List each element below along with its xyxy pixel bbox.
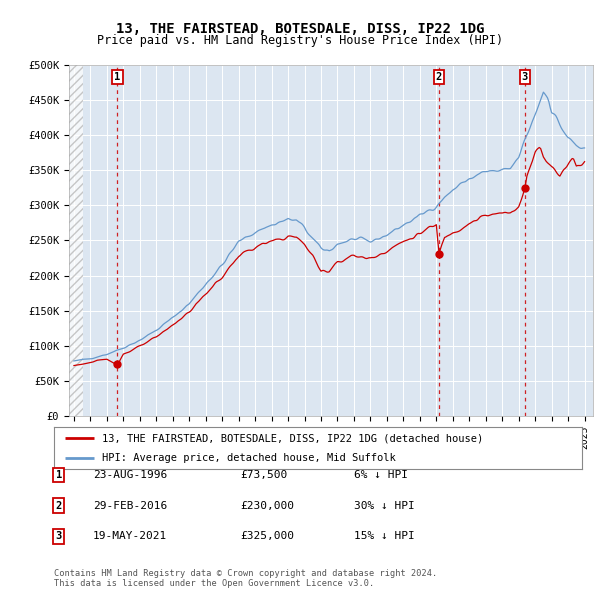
Text: £230,000: £230,000 xyxy=(240,501,294,510)
Text: 6% ↓ HPI: 6% ↓ HPI xyxy=(354,470,408,480)
Text: 3: 3 xyxy=(522,72,528,82)
Text: 15% ↓ HPI: 15% ↓ HPI xyxy=(354,532,415,541)
Text: 23-AUG-1996: 23-AUG-1996 xyxy=(93,470,167,480)
Text: 1: 1 xyxy=(115,72,121,82)
Text: 13, THE FAIRSTEAD, BOTESDALE, DISS, IP22 1DG (detached house): 13, THE FAIRSTEAD, BOTESDALE, DISS, IP22… xyxy=(101,433,483,443)
Text: Contains HM Land Registry data © Crown copyright and database right 2024.: Contains HM Land Registry data © Crown c… xyxy=(54,569,437,578)
Text: 2: 2 xyxy=(56,501,62,510)
Text: 2: 2 xyxy=(436,72,442,82)
Text: 13, THE FAIRSTEAD, BOTESDALE, DISS, IP22 1DG: 13, THE FAIRSTEAD, BOTESDALE, DISS, IP22… xyxy=(116,22,484,36)
Text: This data is licensed under the Open Government Licence v3.0.: This data is licensed under the Open Gov… xyxy=(54,579,374,588)
Text: £325,000: £325,000 xyxy=(240,532,294,541)
Text: £73,500: £73,500 xyxy=(240,470,287,480)
Text: 29-FEB-2016: 29-FEB-2016 xyxy=(93,501,167,510)
Text: HPI: Average price, detached house, Mid Suffolk: HPI: Average price, detached house, Mid … xyxy=(101,453,395,463)
Text: 30% ↓ HPI: 30% ↓ HPI xyxy=(354,501,415,510)
Text: 3: 3 xyxy=(56,532,62,541)
Text: 19-MAY-2021: 19-MAY-2021 xyxy=(93,532,167,541)
Text: 1: 1 xyxy=(56,470,62,480)
Text: Price paid vs. HM Land Registry's House Price Index (HPI): Price paid vs. HM Land Registry's House … xyxy=(97,34,503,47)
